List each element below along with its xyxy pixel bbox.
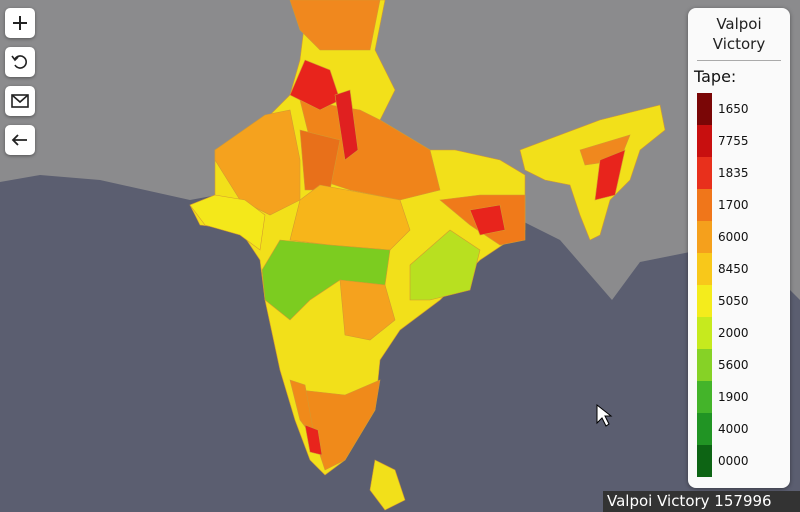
icon (13, 16, 27, 30)
legend-swatch (697, 93, 712, 125)
legend-item: 1700 (697, 189, 749, 221)
legend-swatch (697, 189, 712, 221)
legend-label: 2000 (718, 326, 749, 340)
legend-label: 6000 (718, 230, 749, 244)
legend-item: 7755 (697, 125, 749, 157)
reset-button[interactable] (5, 47, 35, 77)
legend-item: 1835 (697, 157, 749, 189)
legend-swatch (697, 253, 712, 285)
legend-label: 4000 (718, 422, 749, 436)
legend-swatch (697, 413, 712, 445)
legend-item: 6000 (697, 221, 749, 253)
legend-subtitle: Tape: (694, 67, 737, 86)
legend-item: 0000 (697, 445, 749, 477)
legend-label: 7755 (718, 134, 749, 148)
legend-swatch (697, 125, 712, 157)
legend-swatch (697, 221, 712, 253)
legend-item: 8450 (697, 253, 749, 285)
zoom-in-button[interactable] (5, 8, 35, 38)
legend-item: 1900 (697, 381, 749, 413)
legend-label: 5600 (718, 358, 749, 372)
legend-swatch (697, 445, 712, 477)
legend-label: 1900 (718, 390, 749, 404)
footer: Valpoi Victory 157996 (603, 491, 800, 512)
legend-swatch (697, 157, 712, 189)
legend-label: 0000 (718, 454, 749, 468)
legend-items: 1650 7755 1835 1700 6000 8450 5050 2000 5600 1900… (697, 93, 749, 477)
legend-item: 4000 (697, 413, 749, 445)
icon (11, 94, 29, 108)
legend: Valpoi Victory Tape: 1650 7755 1835 1700 600… (688, 8, 790, 488)
legend-swatch (697, 349, 712, 381)
legend-item: 2000 (697, 317, 749, 349)
legend-swatch (697, 381, 712, 413)
legend-swatch (697, 285, 712, 317)
back-button[interactable] (5, 125, 35, 155)
legend-item: 5600 (697, 349, 749, 381)
icon (11, 134, 27, 146)
india (189, 0, 666, 511)
icon (11, 55, 27, 69)
legend-swatch (697, 317, 712, 349)
legend-label: 1650 (718, 102, 749, 116)
legend-item: 1650 (697, 93, 749, 125)
mail-button[interactable] (5, 86, 35, 116)
legend-label: 1835 (718, 166, 749, 180)
legend-label: 8450 (718, 262, 749, 276)
cursor (596, 403, 613, 427)
legend-label: 5050 (718, 294, 749, 308)
legend-title: Valpoi Victory (697, 14, 781, 61)
legend-label: 1700 (718, 198, 749, 212)
legend-item: 5050 (697, 285, 749, 317)
